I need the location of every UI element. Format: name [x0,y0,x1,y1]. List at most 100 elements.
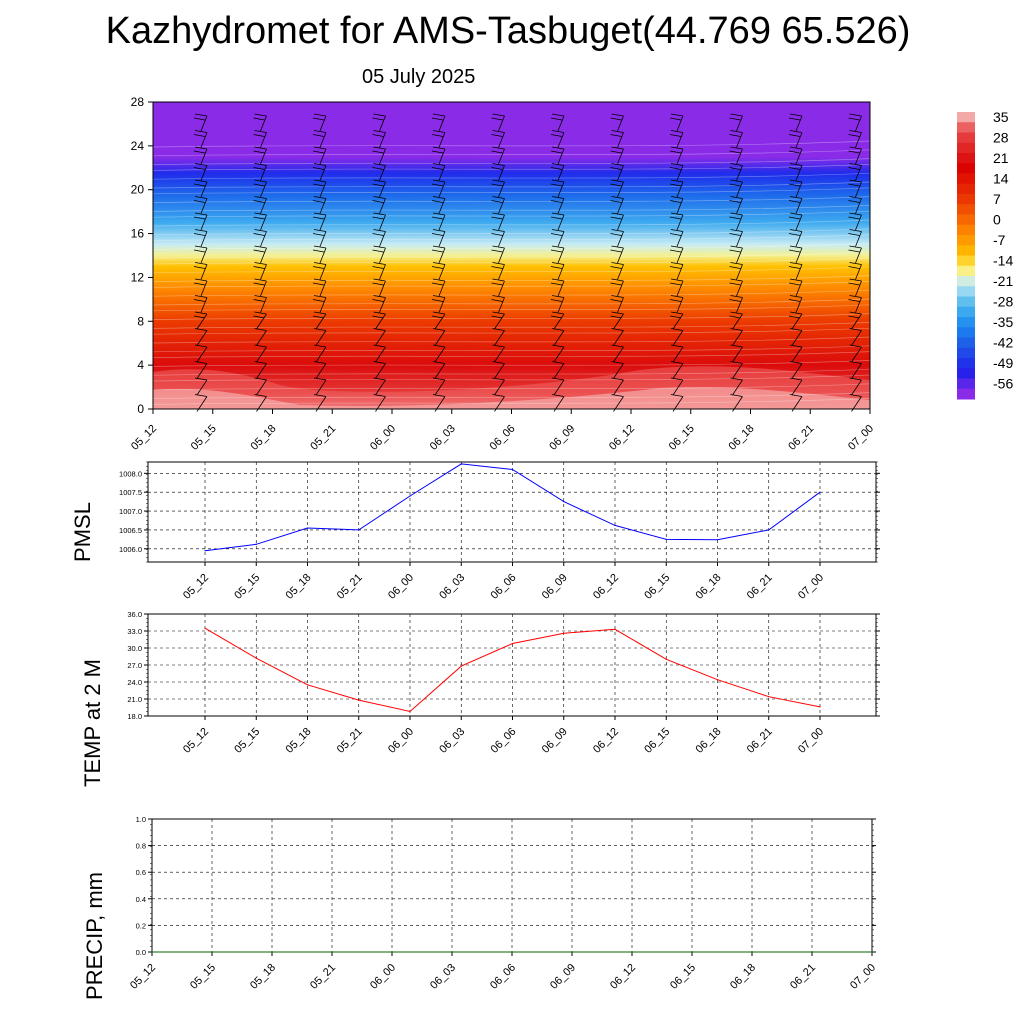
colorbar-label: -42 [993,335,1013,351]
pmsl-ytick-label: 1006.5 [119,526,142,535]
precip-panel: 0.0 0.2 0.4 0.6 0.8 1.0 05_12 05_15 05_18 05_21 06… [82,815,878,1000]
colorbar-label: 21 [993,150,1009,166]
wind-barb [730,377,743,396]
wind-barb [729,212,743,231]
precip-xtick-label: 05_12 [128,962,158,992]
wind-barb [431,229,446,247]
temp-data-point [563,632,565,634]
wind-barb [550,311,565,330]
heatmap-xtick-label: 06_06 [488,423,518,453]
wind-barb [610,229,624,247]
temp-ytick-label: 33.0 [127,627,142,636]
precip-xtick-label: 06_09 [548,962,578,992]
contour-line [152,304,871,312]
wind-barb [849,377,862,396]
pmsl-ytick-label: 1008.0 [119,469,142,478]
colorbar-swatch [957,204,975,215]
heatmap-field [153,102,870,409]
temp-data-point [768,696,770,698]
heatmap-ytick-label: 12 [131,270,145,284]
contour-line [152,228,871,236]
colorbar-label: 0 [993,212,1001,228]
wind-barb [788,113,803,132]
wind-barb [788,146,803,165]
wind-barb [670,361,684,379]
wind-barb [431,196,446,214]
contour-line [152,398,871,405]
precip-data-point [211,951,213,953]
wind-barb [729,245,743,264]
colorbar-swatch [957,276,975,287]
wind-barb [669,278,684,297]
heatmap-xtick-label: 06_09 [547,423,577,453]
wind-barb [788,130,803,148]
contour-line [152,187,871,195]
wind-barbs [193,113,862,412]
precip-data-point [811,951,813,953]
wind-barb [253,196,267,214]
wind-barb [193,212,208,231]
wind-barb [312,245,327,264]
wind-barb [849,361,862,379]
colorbar-swatch [957,378,975,390]
wind-barb [729,278,743,297]
wind-barb [789,377,803,396]
colorbar-swatch [957,255,975,267]
contour-line [152,383,871,391]
precip-ytick-label: 0.0 [136,948,146,957]
wind-barb [312,295,327,313]
wind-barb [193,163,208,181]
pmsl-xtick-label: 06_18 [694,572,724,602]
temp-ytick-label: 27.0 [127,661,142,670]
pmsl-ytick-label: 1007.0 [119,507,142,516]
wind-barb [312,262,327,280]
wind-barb [789,328,803,346]
wind-barb [611,328,624,346]
wind-barb [491,130,505,148]
wind-barb [372,163,386,181]
precip-data-point [751,951,753,953]
colorbar-swatch [957,317,975,328]
wind-barb [670,344,684,363]
wind-barb [788,262,803,280]
contour-line [152,281,871,288]
contour-line [152,327,871,335]
wind-barb [492,361,505,379]
wind-barb [492,344,505,363]
wind-barb [431,130,446,148]
wind-barb [312,146,327,165]
colorbar-swatch [957,286,975,297]
pmsl-xtick-label: 05_21 [335,572,365,602]
wind-barb [788,212,803,231]
heatmap-ytick-label: 20 [131,183,145,197]
temp-ytick-label: 18.0 [127,712,142,721]
heatmap-ytick-label: 0 [137,402,144,416]
colorbar-swatch [957,265,975,277]
colorbar-label: -35 [993,314,1013,330]
wind-barb [848,113,862,132]
precip-xtick-label: 05_21 [308,962,338,992]
temp-data-point [819,706,821,708]
heatmap-surface-hot-region [153,387,870,409]
contour-line [152,210,871,218]
wind-barb [193,245,208,264]
wind-barb [610,212,624,231]
wind-barb [729,179,743,198]
colorbar-swatch [957,368,975,379]
wind-barb [788,179,803,198]
wind-barb [730,361,743,379]
precip-data-point [571,951,573,953]
wind-barb [610,262,624,280]
temp-xtick-label: 06_06 [489,726,519,756]
temp-xtick-label: 06_12 [591,726,621,756]
colorbar-swatch [957,132,975,144]
wind-barb [431,311,446,330]
temp-xtick-label: 05_21 [335,726,365,756]
wind-barb [669,295,684,313]
wind-barb [550,146,565,165]
pmsl-data-point [665,538,667,540]
colorbar-label: 35 [993,109,1009,125]
contour-line [152,313,871,320]
wind-barb [610,163,624,181]
